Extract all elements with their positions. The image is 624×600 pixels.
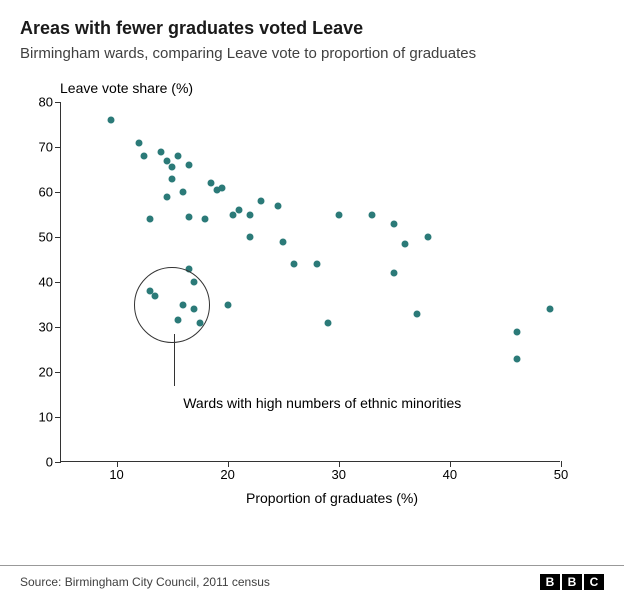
y-tick-mark (55, 102, 61, 103)
data-point (324, 319, 331, 326)
data-point (185, 213, 192, 220)
chart-subtitle: Birmingham wards, comparing Leave vote t… (20, 45, 604, 62)
data-point (141, 153, 148, 160)
annotation-line (174, 334, 175, 386)
data-point (335, 211, 342, 218)
data-point (163, 193, 170, 200)
y-tick-mark (55, 417, 61, 418)
data-point (402, 240, 409, 247)
data-point (424, 234, 431, 241)
y-tick-mark (55, 237, 61, 238)
source-text: Source: Birmingham City Council, 2011 ce… (20, 575, 270, 589)
footer: Source: Birmingham City Council, 2011 ce… (0, 565, 624, 600)
data-point (174, 153, 181, 160)
annotation-circle (134, 267, 210, 343)
bbc-logo-block: B (540, 574, 560, 590)
y-tick-mark (55, 327, 61, 328)
x-tick-mark (339, 461, 340, 467)
data-point (546, 306, 553, 313)
y-tick-mark (55, 462, 61, 463)
data-point (169, 164, 176, 171)
data-point (391, 220, 398, 227)
y-tick-mark (55, 147, 61, 148)
data-point (246, 211, 253, 218)
y-tick-mark (55, 372, 61, 373)
y-tick-mark (55, 282, 61, 283)
plot-wrap: 010203040506070801020304050Wards with hi… (60, 102, 604, 462)
bbc-logo: BBC (540, 574, 604, 590)
x-tick-mark (228, 461, 229, 467)
data-point (280, 238, 287, 245)
data-point (235, 207, 242, 214)
x-tick-mark (117, 461, 118, 467)
annotation-text: Wards with high numbers of ethnic minori… (183, 395, 461, 411)
data-point (258, 198, 265, 205)
data-point (413, 310, 420, 317)
data-point (391, 270, 398, 277)
x-axis-label: Proportion of graduates (%) (60, 490, 604, 506)
data-point (313, 261, 320, 268)
data-point (146, 216, 153, 223)
data-point (513, 355, 520, 362)
x-tick-mark (450, 461, 451, 467)
y-axis-label: Leave vote share (%) (60, 80, 604, 96)
data-point (163, 157, 170, 164)
data-point (108, 117, 115, 124)
data-point (208, 180, 215, 187)
y-tick-mark (55, 192, 61, 193)
data-point (369, 211, 376, 218)
bbc-logo-block: C (584, 574, 604, 590)
x-tick-mark (561, 461, 562, 467)
data-point (202, 216, 209, 223)
bbc-logo-block: B (562, 574, 582, 590)
data-point (219, 184, 226, 191)
data-point (135, 139, 142, 146)
data-point (274, 202, 281, 209)
data-point (169, 175, 176, 182)
data-point (291, 261, 298, 268)
data-point (513, 328, 520, 335)
data-point (246, 234, 253, 241)
chart-title: Areas with fewer graduates voted Leave (20, 18, 604, 39)
scatter-plot: 010203040506070801020304050Wards with hi… (60, 102, 560, 462)
data-point (158, 148, 165, 155)
data-point (180, 189, 187, 196)
chart-container: Areas with fewer graduates voted Leave B… (0, 0, 624, 600)
data-point (185, 162, 192, 169)
data-point (224, 301, 231, 308)
